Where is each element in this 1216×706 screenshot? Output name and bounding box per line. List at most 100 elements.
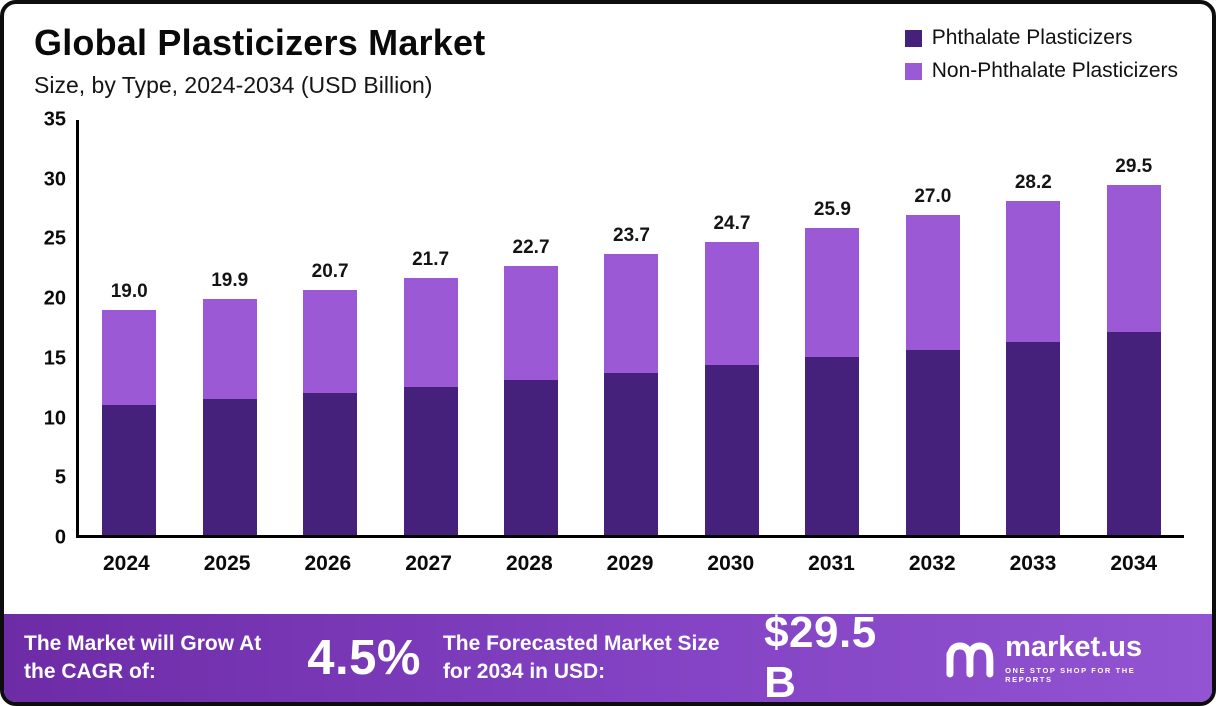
bar-column-2026: 20.7 [280, 120, 380, 535]
bar-column-2024: 19.0 [79, 120, 179, 535]
segment-phthalate[interactable] [604, 372, 659, 535]
segment-non-phthalate[interactable] [303, 289, 358, 393]
x-axis-label-2031: 2031 [808, 552, 855, 575]
bar-total-label: 29.5 [1115, 156, 1153, 178]
segment-non-phthalate[interactable] [905, 214, 960, 351]
bar-total-label: 21.7 [412, 248, 450, 270]
bar-total-label: 19.0 [110, 280, 148, 302]
y-tick-label: 5 [54, 466, 66, 489]
x-axis-label-2029: 2029 [606, 552, 654, 575]
legend: Phthalate Plasticizers Non-Phthalate Pla… [904, 22, 1178, 83]
x-axis-label-2027: 2027 [405, 552, 452, 575]
segment-phthalate[interactable] [504, 379, 559, 535]
bar-column-2025: 19.9 [179, 120, 279, 535]
segment-non-phthalate[interactable] [102, 309, 157, 405]
bar-total-label: 20.7 [311, 260, 349, 282]
segment-non-phthalate[interactable] [604, 254, 659, 373]
segment-phthalate[interactable] [403, 386, 458, 535]
x-axis-label-2030: 2030 [707, 552, 755, 575]
bar-stack-2031[interactable] [805, 227, 860, 535]
page-title: Global Plasticizers Market [34, 22, 486, 63]
bar-total-label: 27.0 [914, 185, 952, 207]
bar-column-2032: 27.0 [883, 120, 983, 535]
y-axis: 0 5 10 15 20 25 30 35 [20, 109, 76, 549]
brand-name: market.us [1005, 630, 1143, 663]
legend-item-non-phthalate: Non-Phthalate Plasticizers [904, 59, 1178, 83]
y-tick-label: 10 [43, 407, 66, 430]
y-tick-label: 20 [43, 287, 66, 310]
bar-total-label: 28.2 [1014, 171, 1052, 193]
segment-phthalate[interactable] [1106, 332, 1161, 535]
cagr-label: The Market will Grow At the CAGR of: [24, 632, 262, 683]
header: Global Plasticizers Market Size, by Type… [4, 4, 1212, 114]
plot-area: 19.0 19.9 20.7 21.7 22.7 23.7 24.7 25.9 27.0 28.2… [76, 120, 1184, 538]
cagr-value: 4.5% [307, 631, 421, 685]
legend-item-phthalate: Phthalate Plasticizers [904, 26, 1178, 50]
bar-total-label: 23.7 [613, 225, 650, 246]
forecast-label: The Forecasted Market Size for 2034 in U… [442, 632, 720, 683]
segment-phthalate[interactable] [1006, 341, 1061, 535]
bar-stack-2027[interactable] [403, 277, 458, 535]
segment-non-phthalate[interactable] [1006, 200, 1061, 342]
x-axis-label-2024: 2024 [103, 552, 150, 575]
bar-stack-2034[interactable] [1106, 185, 1161, 535]
y-tick-label: 30 [43, 168, 66, 191]
bar-stack-2024[interactable] [102, 309, 157, 535]
segment-phthalate[interactable] [805, 357, 860, 535]
segment-non-phthalate[interactable] [202, 299, 257, 399]
x-axis-label-2034: 2034 [1110, 552, 1158, 575]
segment-non-phthalate[interactable] [504, 265, 559, 380]
y-tick-label: 0 [54, 526, 66, 549]
bar-stack-2029[interactable] [604, 254, 659, 535]
segment-non-phthalate[interactable] [403, 277, 458, 387]
bar-stack-2033[interactable] [1006, 200, 1061, 535]
bar-total-label: 24.7 [713, 213, 751, 235]
forecast-value: $29.5 B [764, 608, 877, 706]
segment-phthalate[interactable] [303, 392, 358, 535]
segment-non-phthalate[interactable] [1106, 185, 1161, 333]
legend-marker-phthalate-icon [904, 29, 922, 47]
plot-wrap: 19.0 19.9 20.7 21.7 22.7 23.7 24.7 25.9 27.0 28.2… [76, 120, 1184, 614]
marketus-logo-icon [946, 642, 994, 678]
legend-label: Non-Phthalate Plasticizers [931, 59, 1178, 82]
segment-non-phthalate[interactable] [704, 242, 759, 366]
bar-stack-2032[interactable] [905, 214, 960, 535]
bar-column-2029: 23.7 [581, 120, 681, 535]
segment-phthalate[interactable] [102, 404, 157, 535]
segment-phthalate[interactable] [704, 365, 759, 535]
brand-logo[interactable]: market.us ONE STOP SHOP FOR THE REPORTS [943, 630, 1186, 684]
y-tick-label: 25 [43, 227, 66, 250]
x-axis-label-2025: 2025 [203, 552, 251, 575]
brand-text: market.us ONE STOP SHOP FOR THE REPORTS [1005, 630, 1186, 684]
segment-non-phthalate[interactable] [805, 227, 860, 358]
bar-stack-2026[interactable] [303, 289, 358, 535]
bar-column-2028: 22.7 [481, 120, 581, 535]
y-tick-label: 15 [43, 347, 66, 370]
bar-stack-2030[interactable] [704, 242, 759, 535]
title-block: Global Plasticizers Market Size, by Type… [34, 22, 485, 99]
chart-area: 0 5 10 15 20 25 30 35 19.0 19.9 20.7 21.7 22.7 23.7 2… [4, 109, 1212, 614]
bar-column-2033: 28.2 [983, 120, 1083, 535]
brand-tagline: ONE STOP SHOP FOR THE REPORTS [1005, 665, 1136, 684]
bar-stack-2025[interactable] [202, 299, 257, 535]
bar-stack-2028[interactable] [504, 265, 559, 535]
x-axis-label-2032: 2032 [908, 552, 956, 575]
bar-column-2031: 25.9 [782, 120, 882, 535]
page-subtitle: Size, by Type, 2024-2034 (USD Billion) [34, 72, 433, 98]
legend-label: Phthalate Plasticizers [931, 26, 1133, 49]
bar-total-label: 22.7 [512, 236, 550, 258]
x-axis-labels: 2024 2025 2026 2027 2028 2029 2030 2031 2032 2033… [76, 552, 1184, 576]
bar-total-label: 25.9 [813, 198, 851, 220]
bar-column-2034: 29.5 [1084, 120, 1184, 535]
bar-column-2030: 24.7 [682, 120, 782, 535]
x-axis-label-2028: 2028 [505, 552, 553, 575]
x-axis-label-2026: 2026 [304, 552, 352, 575]
bar-column-2027: 21.7 [380, 120, 480, 535]
y-tick-label: 35 [43, 108, 66, 131]
footer-banner: The Market will Grow At the CAGR of: 4.5… [4, 608, 1212, 702]
legend-marker-non-phthalate-icon [904, 62, 922, 80]
segment-phthalate[interactable] [905, 350, 960, 535]
bar-total-label: 19.9 [211, 270, 249, 292]
segment-phthalate[interactable] [202, 398, 257, 535]
